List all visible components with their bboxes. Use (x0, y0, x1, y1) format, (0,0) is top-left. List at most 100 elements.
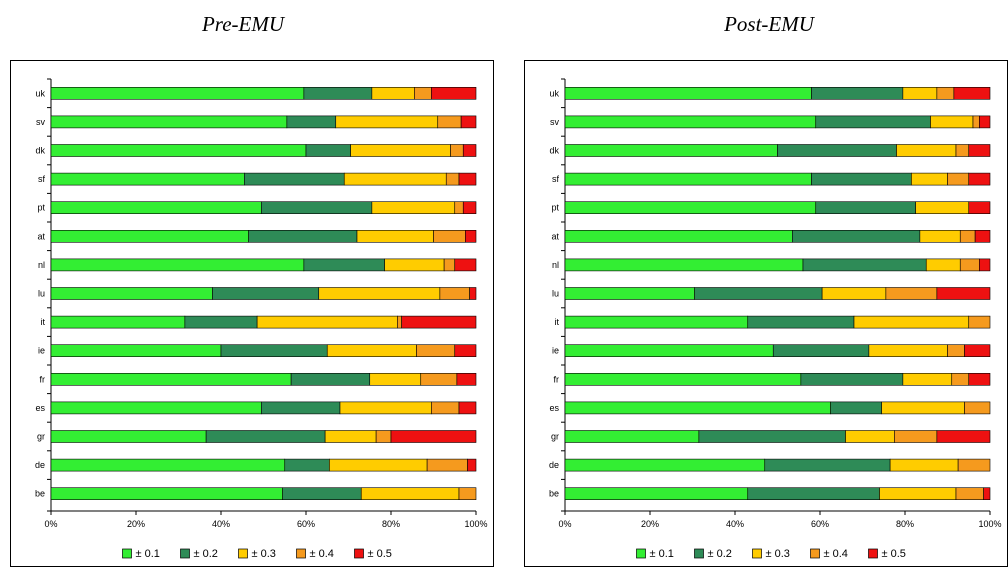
post-emu-category-label: uk (549, 88, 559, 98)
post-emu-bar-gr-s1 (564, 430, 700, 443)
pre-emu-bar-it-s4 (397, 315, 402, 329)
pre-emu-bar-es-s4 (431, 401, 460, 415)
post-emu-category-label: de (549, 460, 559, 470)
pre-emu-legend-label: ± 0.5 (368, 548, 392, 560)
post-emu-bar-dk-s5 (968, 144, 991, 157)
pre-emu-bar-gr-s5 (390, 430, 477, 443)
post-emu-category-label: gr (551, 432, 559, 442)
pre-emu-x-tick-label: 0% (44, 519, 57, 529)
pre-emu-bar-es-s1 (50, 401, 262, 415)
post-emu-x-tick-label: 100% (978, 519, 1001, 529)
post-emu-bar-pt-s2 (815, 201, 916, 214)
pre-emu-bar-dk-s4 (450, 144, 464, 157)
pre-emu-category-label: lu (38, 289, 45, 299)
pre-emu-bar-sv-s4 (437, 115, 462, 129)
pre-emu-bar-pt-s1 (50, 201, 262, 214)
post-emu-bar-sf-s4 (947, 172, 970, 186)
pre-emu-bar-lu-s2 (212, 287, 320, 300)
pre-emu-bar-sf-s1 (50, 172, 245, 186)
pre-emu-bar-uk-s5 (431, 86, 477, 100)
post-emu-category-label: dk (549, 146, 559, 156)
post-emu-bar-lu-s1 (564, 287, 695, 300)
post-emu-bar-gr-s2 (698, 430, 846, 443)
post-emu-bar-lu-s2 (694, 287, 823, 300)
pre-emu-bar-fr-s1 (50, 372, 292, 386)
pre-emu-category-label: ie (38, 346, 45, 356)
pre-emu-category-label: es (35, 403, 45, 413)
pre-emu-bar-fr-s4 (420, 372, 458, 386)
post-emu-bar-de-s3 (889, 458, 959, 472)
pre-emu-bar-pt-s3 (371, 201, 456, 214)
post-emu-bar-sv-s4 (972, 115, 980, 129)
pre-emu-bar-ie-s1 (50, 344, 222, 358)
post-emu-bar-sf-s3 (911, 172, 948, 186)
pre-emu-bar-de-s2 (284, 458, 330, 472)
post-emu-bar-nl-s5 (979, 258, 991, 272)
pre-emu-bar-be-s4 (458, 487, 477, 501)
post-emu-category-label: fr (554, 374, 560, 384)
post-emu-bar-de-s4 (957, 458, 991, 472)
post-emu-category-label: ie (552, 346, 559, 356)
post-emu-category-label: at (551, 231, 559, 241)
post-emu-bar-lu-s3 (821, 287, 887, 300)
pre-emu-bar-ie-s4 (416, 344, 456, 358)
pre-emu-bar-sf-s2 (244, 172, 345, 186)
post-emu-bar-gr-s4 (894, 430, 938, 443)
pre-emu-bar-sv-s1 (50, 115, 288, 129)
pre-emu-bar-gr-s1 (50, 430, 207, 443)
post-emu-bar-fr-s4 (951, 372, 970, 386)
pre-emu-bar-sv-s2 (286, 115, 337, 129)
post-emu-bar-be-s2 (747, 487, 880, 501)
pre-emu-category-label: sv (36, 117, 46, 127)
post-emu-bar-es-s2 (830, 401, 882, 415)
pre-emu-bar-be-s1 (50, 487, 283, 501)
post-emu-legend-label: ± 0.4 (824, 548, 848, 560)
pre-emu-bar-at-s4 (433, 230, 466, 243)
post-emu-bar-lu-s4 (885, 287, 938, 300)
pre-emu-bar-be-s3 (360, 487, 460, 501)
post-emu-bar-gr-s5 (936, 430, 991, 443)
post-emu-legend-label: ± 0.1 (650, 548, 674, 560)
pre-emu-bar-pt-s2 (261, 201, 373, 214)
post-emu-bar-at-s4 (959, 230, 976, 243)
pre-emu-legend-swatch (122, 548, 132, 559)
post-emu-bar-dk-s4 (955, 144, 970, 157)
post-emu-bar-sf-s2 (811, 172, 912, 186)
pre-emu-bar-pt-s4 (454, 201, 464, 214)
post-emu-bar-sf-s1 (564, 172, 812, 186)
pre-emu-bar-lu-s3 (318, 287, 441, 300)
post-emu-bar-gr-s3 (845, 430, 895, 443)
pre-emu-bar-fr-s2 (290, 372, 371, 386)
pre-emu-legend-label: ± 0.2 (194, 548, 218, 560)
pre-emu-bar-de-s1 (50, 458, 286, 472)
post-emu-category-label: nl (552, 260, 559, 270)
pre-emu-category-label: de (35, 460, 45, 470)
post-emu-category-label: sf (552, 174, 560, 184)
post-emu-x-tick-label: 80% (896, 519, 914, 529)
post-emu-bar-nl-s2 (802, 258, 927, 272)
pre-emu-bar-it-s3 (256, 315, 398, 329)
pre-emu-bar-gr-s3 (324, 430, 377, 443)
pre-emu-legend-label: ± 0.1 (136, 548, 160, 560)
post-emu-bar-es-s3 (881, 401, 965, 415)
post-emu-bar-uk-s1 (564, 86, 812, 100)
post-emu-bar-be-s4 (955, 487, 984, 501)
pre-emu-bar-ie-s3 (326, 344, 417, 358)
post-emu-bar-sv-s3 (930, 115, 974, 129)
pre-emu-category-label: sf (38, 174, 46, 184)
post-emu-bar-at-s1 (564, 230, 793, 243)
post-emu-bar-it-s2 (747, 315, 855, 329)
pre-emu-bar-dk-s5 (462, 144, 477, 157)
pre-emu-bar-lu-s1 (50, 287, 213, 300)
post-emu-bar-dk-s1 (564, 144, 778, 157)
pre-emu-bar-gr-s2 (205, 430, 326, 443)
post-emu-bar-dk-s2 (777, 144, 897, 157)
pre-emu-bar-be-s2 (282, 487, 362, 501)
post-emu-bar-sv-s5 (979, 115, 991, 129)
post-emu-chart: 0% 20% 40% 60% 80% 100% uk sv dk sf pt at nl lu it ie fr… (524, 60, 1008, 567)
pre-emu-legend-label: ± 0.3 (252, 548, 276, 560)
post-emu-bar-es-s1 (564, 401, 831, 415)
pre-emu-bar-lu-s4 (439, 287, 470, 300)
post-emu-bar-ie-s2 (772, 344, 870, 358)
pre-emu-bar-dk-s3 (350, 144, 451, 157)
